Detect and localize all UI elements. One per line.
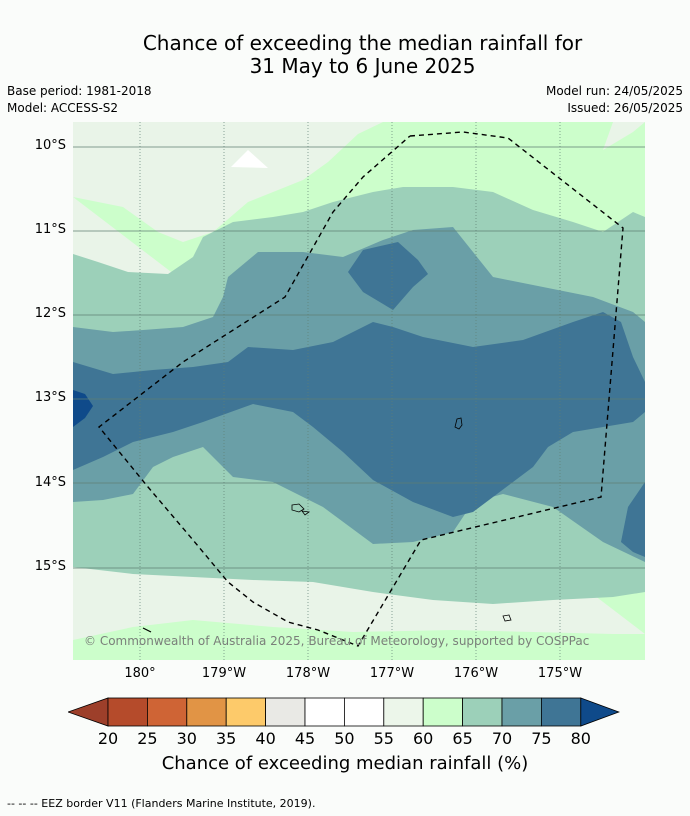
- colorbar-segment: [383, 697, 424, 727]
- colorbar-segment: [422, 697, 464, 727]
- colorbar-segment: [304, 697, 345, 727]
- lon-label-180: 180°: [124, 666, 156, 681]
- contour-45-50-patch: [231, 150, 268, 168]
- title-line-2: 31 May to 6 June 2025: [249, 54, 476, 78]
- lon-label-175w: 175°W: [537, 666, 583, 681]
- colorbar-tick-label: 75: [531, 729, 552, 748]
- colorbar-tick-label: 45: [294, 729, 316, 748]
- lon-label-177w: 177°W: [369, 666, 415, 681]
- colorbar-segment: [186, 697, 227, 727]
- lat-label-14s: 14°S: [34, 475, 66, 490]
- meta-left: Base period: 1981-2018 Model: ACCESS-S2: [7, 83, 152, 117]
- island-east: [454, 417, 463, 430]
- colorbar-tick-label: 20: [97, 729, 119, 748]
- island-south-west: [291, 503, 305, 513]
- eez-border-stub: [142, 627, 152, 633]
- island-south-west-small: [301, 510, 311, 516]
- model-text: Model: ACCESS-S2: [7, 101, 119, 115]
- colorbar: [68, 697, 620, 727]
- colorbar-segment: [147, 697, 188, 727]
- lon-label-176w: 176°W: [453, 666, 499, 681]
- colorbar-tick-label: 55: [373, 729, 394, 748]
- model-run-text: Model run: 24/05/2025: [545, 84, 683, 98]
- colorbar-segment: [462, 697, 503, 727]
- base-period-text: Base period: 1981-2018: [7, 84, 152, 98]
- chart-title: Chance of exceeding the median rainfall …: [0, 32, 690, 78]
- colorbar-label: Chance of exceeding median rainfall (%): [161, 753, 529, 774]
- colorbar-under-arrow: [68, 697, 109, 727]
- colorbar-tick-label: 65: [452, 729, 473, 748]
- lat-label-10s: 10°S: [34, 138, 66, 153]
- colorbar-segment: [265, 697, 306, 727]
- lat-label-11s: 11°S: [34, 222, 66, 237]
- colorbar-tick-label: 35: [216, 729, 237, 748]
- colorbar-tick-label: 50: [334, 729, 355, 748]
- title-line-1: Chance of exceeding the median rainfall …: [142, 31, 583, 55]
- colorbar-tick-label: 60: [413, 729, 434, 748]
- lat-label-13s: 13°S: [34, 390, 66, 405]
- lon-label-178w: 178°W: [285, 666, 331, 681]
- colorbar-tick-label: 80: [570, 729, 591, 748]
- lat-label-12s: 12°S: [34, 306, 66, 321]
- islands: [291, 417, 512, 622]
- colorbar-segment: [107, 697, 148, 727]
- colorbar-segment: [225, 697, 266, 727]
- meta-right: Model run: 24/05/2025 Issued: 26/05/2025: [546, 83, 683, 117]
- rainfall-probability-map: [73, 122, 645, 660]
- colorbar-tick-label: 70: [491, 729, 513, 748]
- eez-border: [98, 131, 624, 647]
- colorbar-segment: [343, 697, 385, 727]
- colorbar-tick-label: 40: [255, 729, 276, 748]
- colorbar-segment: [540, 697, 582, 727]
- lat-label-15s: 15°S: [34, 559, 66, 574]
- colorbar-segment: [501, 697, 542, 727]
- contour-75-80: [73, 312, 645, 517]
- colorbar-tick-label: 25: [137, 729, 158, 748]
- eez-legend-footer: -- -- -- EEZ border V11 (Flanders Marine…: [7, 797, 316, 810]
- graticule: [73, 122, 645, 660]
- island-south: [502, 614, 512, 622]
- lon-label-179w: 179°W: [201, 666, 247, 681]
- contour-75-80-north-cell: [348, 242, 428, 310]
- contour-75-80-southeast: [621, 482, 645, 557]
- colorbar-over-arrow: [580, 697, 620, 727]
- issued-text: Issued: 26/05/2025: [567, 101, 683, 115]
- colorbar-tick-label: 30: [176, 729, 197, 748]
- map-credit: © Commonwealth of Australia 2025, Bureau…: [84, 634, 590, 648]
